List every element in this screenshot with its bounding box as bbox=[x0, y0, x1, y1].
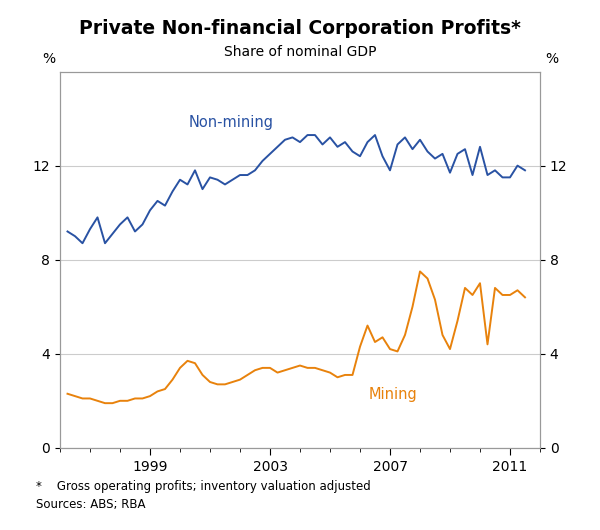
Text: %: % bbox=[545, 52, 558, 66]
Text: Sources: ABS; RBA: Sources: ABS; RBA bbox=[36, 498, 146, 511]
Text: Private Non-financial Corporation Profits*: Private Non-financial Corporation Profit… bbox=[79, 19, 521, 38]
Text: %: % bbox=[42, 52, 55, 66]
Text: Mining: Mining bbox=[369, 387, 418, 402]
Text: Non-mining: Non-mining bbox=[189, 116, 274, 130]
Text: Share of nominal GDP: Share of nominal GDP bbox=[224, 45, 376, 59]
Text: *    Gross operating profits; inventory valuation adjusted: * Gross operating profits; inventory val… bbox=[36, 480, 371, 493]
